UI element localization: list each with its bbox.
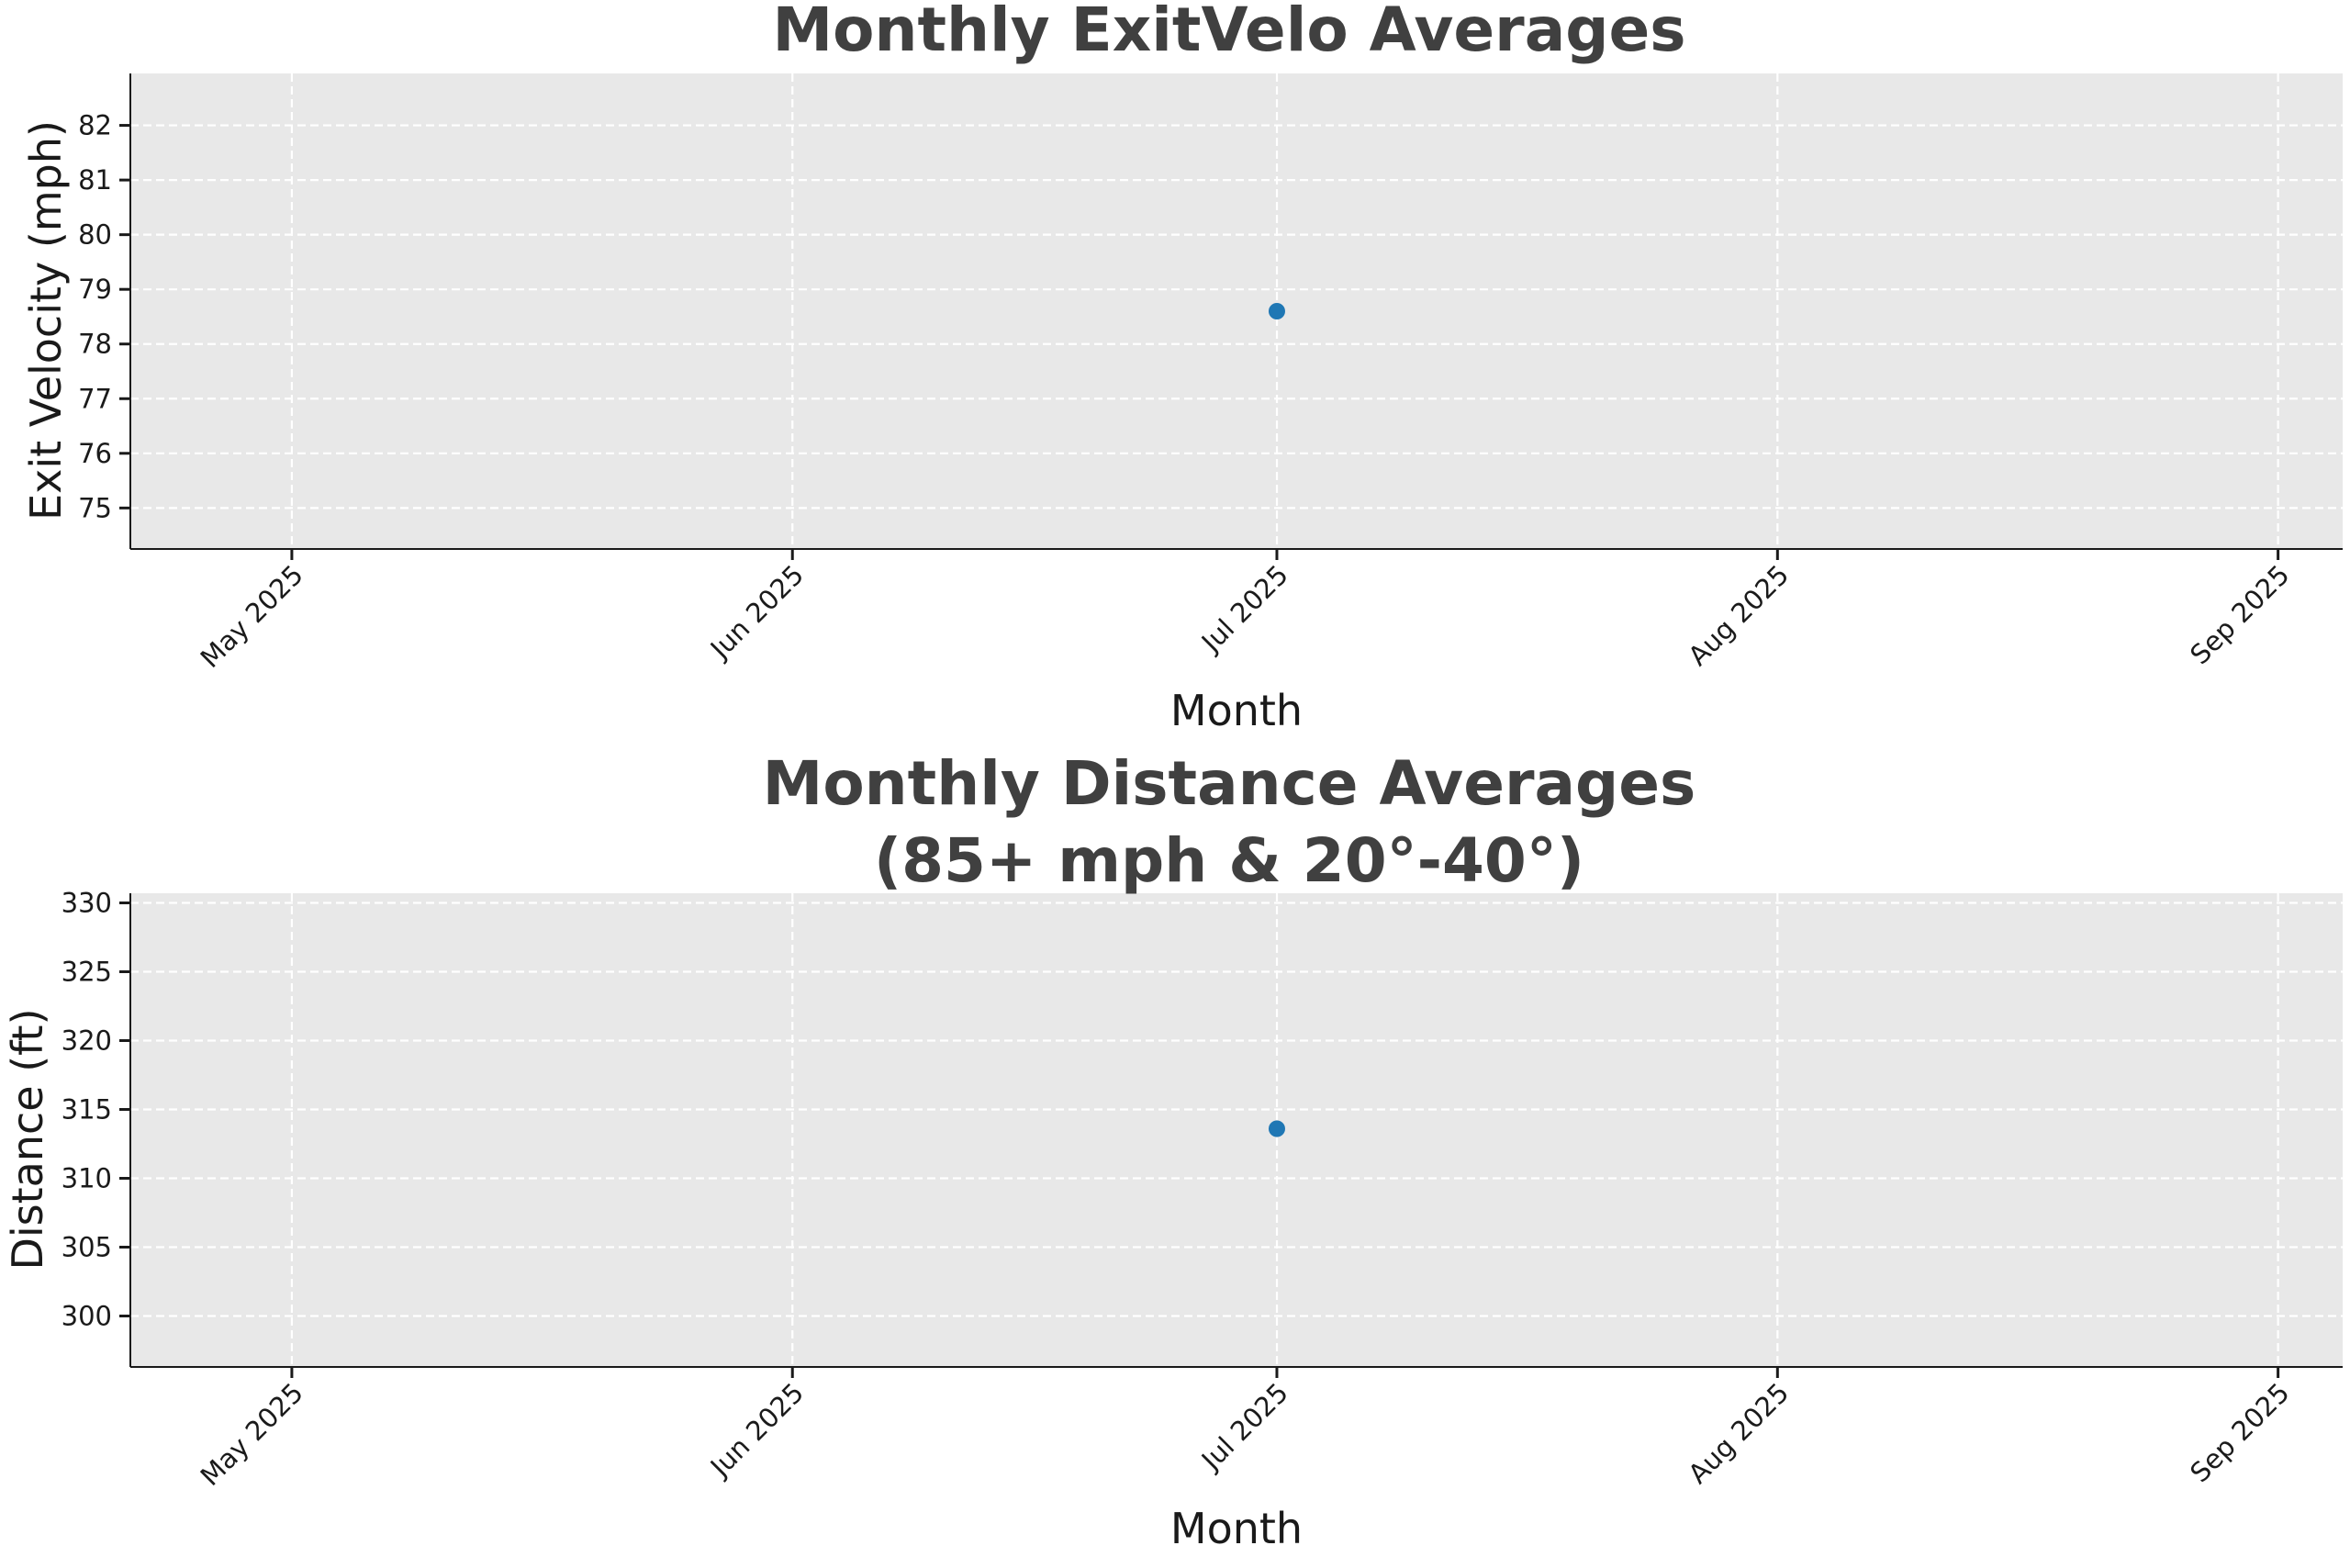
y-tick-label: 81 [78, 164, 112, 196]
y-axis-label: Exit Velocity (mph) [21, 120, 71, 521]
chart-panel-1: 75 76 77 78 79 80 81 82 May 2025 Jun 2025 Jul 2025… [21, 0, 2343, 735]
x-tick-label: Jun 2025 [703, 1377, 810, 1484]
y-tick-label: 305 [62, 1232, 112, 1263]
y-tick-label: 77 [78, 383, 112, 414]
x-axis-label: Month [1170, 1504, 1303, 1553]
y-tick-label: 300 [62, 1301, 112, 1332]
chart-title-line: Monthly ExitVelo Averages [772, 0, 1685, 65]
plot-area [130, 73, 2343, 549]
x-tick-label: Jul 2025 [1194, 559, 1294, 659]
chart-title: Monthly ExitVelo Averages [772, 0, 1685, 65]
y-tick-label: 80 [78, 219, 112, 251]
x-tick-label: May 2025 [195, 1377, 309, 1492]
data-point [1268, 303, 1285, 319]
x-tick-label: Jun 2025 [703, 559, 810, 666]
y-axis-label: Distance (ft) [3, 1008, 52, 1270]
chart-title-line: (85+ mph & 20°-40°) [874, 825, 1584, 896]
x-tick-label: Sep 2025 [2184, 1377, 2295, 1488]
x-axis-label: Month [1170, 686, 1303, 735]
y-tick-label: 82 [78, 110, 112, 141]
y-tick-label: 76 [78, 438, 112, 469]
y-tick-label: 79 [78, 274, 112, 305]
plot-area [130, 893, 2343, 1367]
x-tick-label: May 2025 [195, 559, 309, 674]
x-tick-label: Aug 2025 [1682, 1377, 1795, 1490]
y-tick-label: 325 [62, 957, 112, 988]
chart-title: Monthly Distance Averages (85+ mph & 20°-… [763, 748, 1696, 896]
y-tick-label: 78 [78, 329, 112, 360]
y-tick-label: 315 [62, 1094, 112, 1126]
chart-panel-2: 300 305 310 315 320 325 330 May 2025 Jun 2025 Jul… [3, 748, 2343, 1553]
y-tick-label: 320 [62, 1025, 112, 1057]
y-tick-label: 75 [78, 492, 112, 523]
data-point [1268, 1120, 1285, 1137]
x-tick-label: Sep 2025 [2184, 559, 2295, 670]
y-tick-label: 330 [62, 888, 112, 919]
x-tick-label: Jul 2025 [1194, 1377, 1294, 1477]
x-tick-label: Aug 2025 [1682, 559, 1795, 672]
y-tick-label: 310 [62, 1163, 112, 1194]
chart-title-line: Monthly Distance Averages [763, 748, 1696, 819]
